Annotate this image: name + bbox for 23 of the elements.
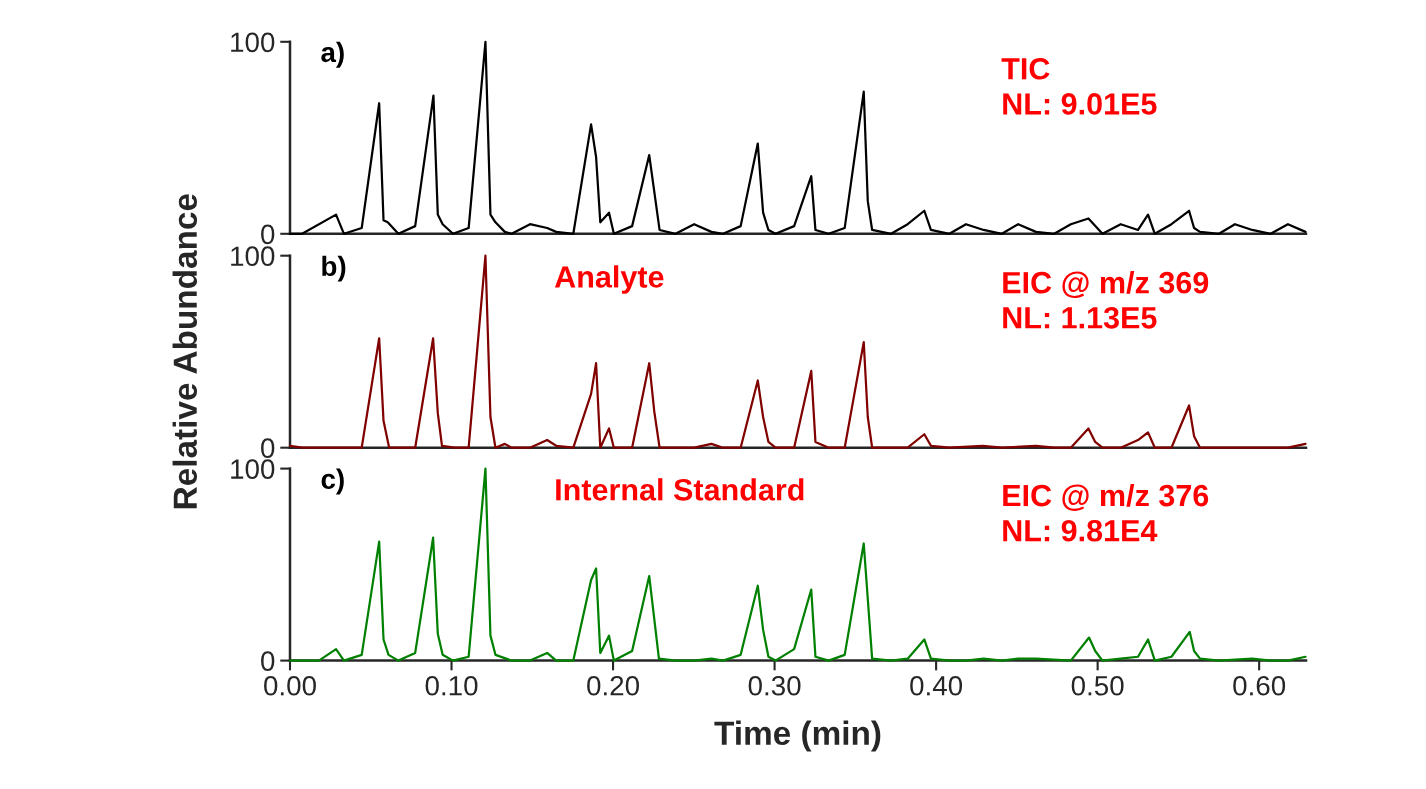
annotation: a) <box>321 41 344 68</box>
annotation: b) <box>322 255 346 282</box>
y-tick-label: 0 <box>261 224 275 245</box>
x-tick-label: 0.20 <box>587 675 639 696</box>
annotation: Analyte <box>554 265 664 294</box>
x-tick-label: 0.60 <box>1233 675 1286 696</box>
y-tick-label: 100 <box>231 32 275 53</box>
y-tick-label: 0 <box>261 651 275 671</box>
annotation: c) <box>321 468 344 495</box>
y-axis-title: Relative Abundance <box>172 194 198 509</box>
x-tick-label: 0.40 <box>910 675 963 696</box>
annotation: EIC @ m/z 369 NL: 1.13E5 <box>1003 271 1209 329</box>
x-axis-title: Time (min) <box>714 720 881 752</box>
x-tick-label: 0.10 <box>425 675 478 696</box>
annotation: TIC NL: 9.01E5 <box>1001 57 1157 115</box>
annotation: Internal Standard <box>556 478 804 501</box>
x-tick-label: 0.30 <box>748 675 801 696</box>
y-tick-label: 100 <box>231 246 275 267</box>
annotation: EIC @ m/z 376 NL: 9.81E4 <box>1003 483 1209 542</box>
y-tick-label: 0 <box>261 438 275 459</box>
x-tick-label: 0.50 <box>1071 675 1124 696</box>
y-tick-label: 100 <box>231 459 275 479</box>
x-tick-label: 0.00 <box>264 675 316 696</box>
